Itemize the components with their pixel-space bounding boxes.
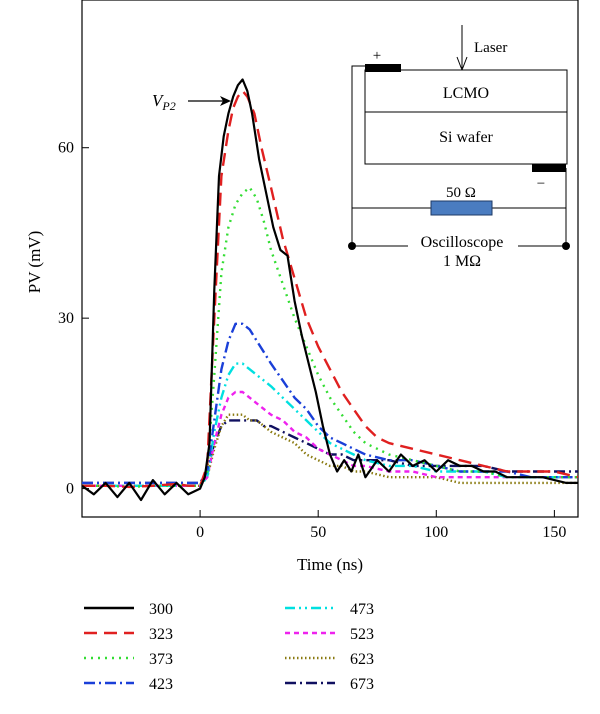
- legend-label-323: 323: [149, 626, 173, 643]
- legend-label-300: 300: [149, 601, 173, 618]
- left-terminal: [348, 242, 356, 250]
- legend-label-423: 423: [149, 676, 173, 693]
- x-axis-label: Time (ns): [297, 555, 363, 574]
- series-line-300: [82, 78, 578, 502]
- resistor: [430, 200, 493, 216]
- peak-annotation: VP2: [152, 91, 231, 113]
- right-terminal: [562, 242, 570, 250]
- legend-label-673: 673: [350, 676, 374, 693]
- vp2-arrowhead: [220, 96, 231, 106]
- y-axis-label: PV (mV): [25, 231, 44, 294]
- x-tick-label: 0: [196, 524, 204, 541]
- legend-label-373: 373: [149, 651, 173, 668]
- scope-label-bg: [408, 233, 518, 253]
- legend-label-473: 473: [350, 601, 374, 618]
- top-electrode: [365, 64, 401, 72]
- left-wire: [351, 65, 365, 246]
- series-line-323: [82, 89, 578, 489]
- si-wafer-layer: [364, 111, 568, 165]
- series-line-473: [82, 362, 578, 487]
- laser-label: Laser: [474, 40, 507, 56]
- legend: 300 323 373 423 473 523 623 673: [84, 601, 374, 693]
- circuit-inset: LCMO Si wafer + − Laser 50 Ω Oscilloscop…: [348, 25, 570, 270]
- plus-sign: +: [373, 48, 381, 64]
- legend-label-523: 523: [350, 626, 374, 643]
- scope-label-line1: Oscilloscope: [421, 234, 504, 251]
- x-tick-label: 150: [542, 524, 566, 541]
- series-line-423: [82, 322, 578, 485]
- y-tick-label: 60: [58, 140, 74, 157]
- lcmo-label: LCMO: [443, 85, 489, 102]
- series-lines: [82, 78, 578, 502]
- resistor-label: 50 Ω: [446, 185, 476, 201]
- y-tick-label: 0: [66, 481, 74, 498]
- si-wafer-label: Si wafer: [439, 129, 493, 146]
- minus-sign: −: [537, 176, 545, 192]
- vp2-label: VP2: [152, 91, 176, 113]
- x-tick-label: 100: [424, 524, 448, 541]
- plot-frame: [81, 0, 579, 518]
- y-tick-label: 30: [58, 310, 74, 327]
- bottom-electrode: [532, 164, 566, 172]
- scope-label-line2: 1 MΩ: [443, 253, 481, 270]
- laser-arrowhead: [456, 56, 468, 71]
- x-tick-label: 50: [310, 524, 326, 541]
- legend-label-623: 623: [350, 651, 374, 668]
- axis-ticks: 0 50 100 150 0 30 60: [58, 140, 566, 541]
